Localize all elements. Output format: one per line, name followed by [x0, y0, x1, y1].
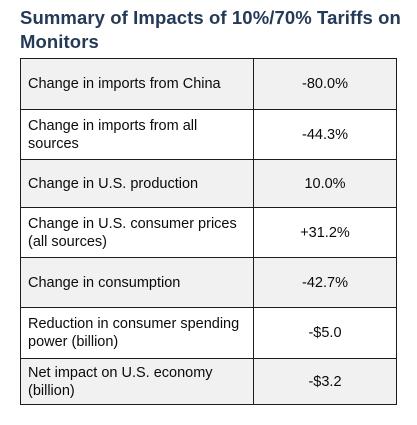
row-value: -44.3%: [253, 109, 397, 160]
table-row: Change in consumption -42.7%: [20, 257, 397, 308]
row-label: Change in U.S. production: [20, 159, 254, 208]
table-row: Reduction in consumer spending power (bi…: [20, 307, 397, 359]
table-row: Change in imports from China -80.0%: [20, 58, 397, 110]
row-value: 10.0%: [253, 159, 397, 208]
table-row: Change in U.S. consumer prices (all sour…: [20, 207, 397, 258]
row-value: -$3.2: [253, 358, 397, 405]
row-label: Change in consumption: [20, 257, 254, 308]
row-label: Reduction in consumer spending power (bi…: [20, 307, 254, 359]
table-row: Change in U.S. production 10.0%: [20, 159, 397, 208]
row-label: Change in imports from all sources: [20, 109, 254, 160]
row-label: Change in U.S. consumer prices (all sour…: [20, 207, 254, 258]
row-label: Change in imports from China: [20, 58, 254, 110]
row-value: -80.0%: [253, 58, 397, 110]
row-value: -$5.0: [253, 307, 397, 359]
table-row: Net impact on U.S. economy (billion) -$3…: [20, 358, 397, 405]
table-row: Change in imports from all sources -44.3…: [20, 109, 397, 160]
row-value: +31.2%: [253, 207, 397, 258]
row-label: Net impact on U.S. economy (billion): [20, 358, 254, 405]
impact-summary-table: Change in imports from China -80.0% Chan…: [20, 58, 397, 405]
table-title: Summary of Impacts of 10%/70% Tariffs on…: [20, 7, 401, 52]
row-value: -42.7%: [253, 257, 397, 308]
